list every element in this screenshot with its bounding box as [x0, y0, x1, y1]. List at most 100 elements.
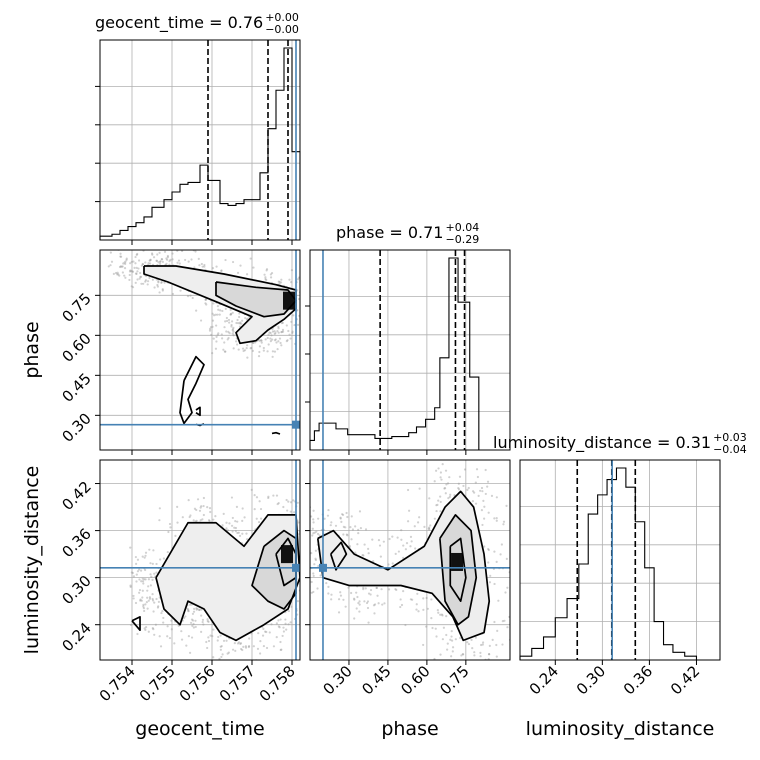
sample-point: [451, 646, 455, 649]
title-superscript: +0.03: [713, 431, 747, 444]
sample-point: [279, 281, 283, 284]
sample-point: [433, 480, 436, 483]
sample-point: [203, 265, 206, 268]
sample-point: [313, 299, 315, 301]
sample-point: [191, 296, 194, 300]
sample-point: [282, 626, 285, 629]
sample-point: [457, 487, 460, 490]
sample-point: [327, 498, 329, 500]
sample-point: [442, 626, 445, 629]
sample-point: [480, 509, 484, 512]
sample-point: [307, 279, 309, 281]
sample-point: [237, 641, 241, 644]
sample-point: [119, 252, 122, 255]
sample-point: [357, 528, 360, 532]
sample-point: [159, 645, 163, 648]
x-tick-label: 0.60: [397, 662, 433, 698]
sample-point: [339, 591, 342, 594]
sample-point: [209, 510, 212, 514]
sample-point: [446, 642, 449, 645]
sample-point: [159, 260, 162, 263]
truth-marker: [292, 563, 300, 572]
sample-point: [326, 514, 330, 517]
sample-point: [208, 519, 211, 523]
sample-point: [144, 551, 148, 554]
sample-point: [217, 308, 220, 311]
histogram-step: [99, 47, 301, 240]
sample-point: [448, 476, 451, 479]
density-peak: [283, 291, 295, 310]
sample-point: [123, 261, 126, 264]
sample-point: [488, 644, 491, 648]
sample-point: [495, 643, 498, 647]
sample-point: [190, 258, 193, 261]
sample-point: [268, 331, 271, 334]
sample-point: [245, 273, 249, 276]
sample-point: [278, 337, 282, 340]
sample-point: [181, 516, 184, 519]
sample-point: [428, 526, 431, 529]
sample-point: [439, 500, 442, 504]
sample-point: [198, 264, 201, 267]
sample-point: [231, 260, 235, 264]
sample-point: [375, 586, 378, 590]
sample-point: [278, 280, 281, 284]
sample-point: [347, 586, 350, 589]
sample-point: [160, 258, 163, 261]
sample-point: [317, 322, 319, 324]
sample-point: [147, 585, 150, 588]
sample-point: [454, 638, 457, 641]
sample-point: [239, 264, 242, 267]
sample-point: [219, 634, 222, 637]
sample-point: [316, 532, 320, 536]
sample-point: [291, 331, 294, 334]
sample-point: [157, 280, 160, 283]
sample-point: [429, 524, 432, 527]
sample-point: [415, 603, 418, 606]
sample-point: [148, 596, 152, 599]
sample-point: [301, 308, 303, 310]
sample-point: [315, 289, 317, 291]
sample-point: [395, 588, 398, 592]
sample-point: [171, 258, 174, 261]
sample-point: [231, 516, 234, 520]
sample-point: [367, 547, 370, 550]
sample-point: [334, 524, 338, 527]
sample-point: [287, 329, 290, 333]
x-tick-label: 0.30: [319, 662, 355, 698]
sample-point: [376, 594, 379, 597]
sample-point: [249, 257, 252, 260]
sample-point: [231, 328, 235, 331]
sample-point: [271, 328, 274, 331]
sample-point: [215, 340, 218, 343]
sample-point: [276, 348, 279, 351]
sample-point: [381, 603, 384, 606]
sample-point: [495, 519, 498, 522]
sample-point: [162, 621, 165, 624]
sample-point: [218, 313, 221, 316]
sample-point: [520, 644, 522, 646]
sample-point: [187, 634, 190, 638]
sample-point: [372, 560, 375, 563]
sample-point: [482, 641, 485, 644]
sample-point: [277, 280, 280, 283]
sample-point: [258, 345, 262, 348]
sample-point: [445, 633, 448, 637]
sample-point: [439, 476, 442, 479]
sample-point: [174, 534, 177, 537]
sample-point: [168, 522, 172, 526]
sample-point: [116, 271, 119, 274]
sample-point: [140, 264, 143, 267]
sample-point: [439, 613, 442, 616]
sample-point: [163, 250, 167, 253]
sample-point: [129, 584, 132, 587]
sample-point: [277, 619, 280, 622]
sample-point: [136, 558, 140, 561]
sample-point: [188, 515, 191, 519]
sample-point: [344, 526, 347, 529]
sample-point: [426, 607, 429, 610]
sample-point: [209, 634, 212, 637]
sample-point: [204, 298, 207, 301]
sample-point: [156, 253, 159, 256]
sample-point: [318, 585, 320, 587]
